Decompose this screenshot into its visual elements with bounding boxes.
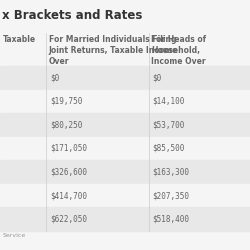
- Bar: [0, 207, 250, 231]
- Text: $414,700: $414,700: [50, 191, 87, 200]
- Text: $207,350: $207,350: [152, 191, 190, 200]
- Text: $0: $0: [152, 74, 162, 82]
- Text: For Heads of
Household,
Income Over: For Heads of Household, Income Over: [151, 34, 206, 66]
- Bar: [0, 160, 250, 184]
- Text: Service: Service: [2, 233, 26, 238]
- Text: $53,700: $53,700: [152, 120, 185, 130]
- Text: Taxable: Taxable: [2, 34, 36, 43]
- Bar: [0, 66, 250, 90]
- Bar: [0, 90, 250, 113]
- Text: x Brackets and Rates: x Brackets and Rates: [2, 9, 143, 22]
- Text: $326,600: $326,600: [50, 168, 87, 176]
- Text: $171,050: $171,050: [50, 144, 87, 153]
- Text: $19,750: $19,750: [50, 97, 82, 106]
- Text: $518,400: $518,400: [152, 214, 190, 224]
- Bar: [0, 184, 250, 207]
- Text: $0: $0: [50, 74, 59, 82]
- Bar: [0, 113, 250, 137]
- Bar: [0, 137, 250, 160]
- Bar: [0, 32, 250, 66]
- Text: $80,250: $80,250: [50, 120, 82, 130]
- Text: $85,500: $85,500: [152, 144, 185, 153]
- Text: $622,050: $622,050: [50, 214, 87, 224]
- Text: For Married Individuals Filing
Joint Returns, Taxable Income
Over: For Married Individuals Filing Joint Ret…: [49, 34, 178, 66]
- Text: $163,300: $163,300: [152, 168, 190, 176]
- Text: $14,100: $14,100: [152, 97, 185, 106]
